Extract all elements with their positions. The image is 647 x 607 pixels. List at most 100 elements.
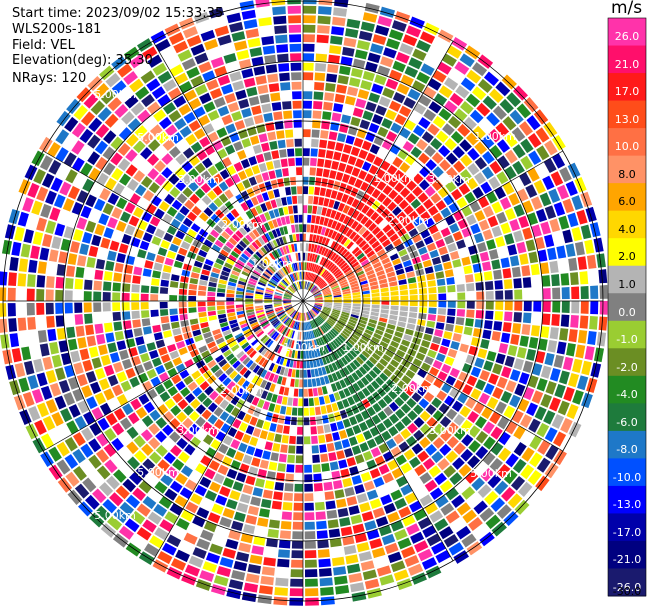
radar-gate [146,251,156,262]
radar-gate [212,140,224,151]
radar-gate [204,258,214,267]
radar-gate [462,363,473,374]
radar-gate [420,339,431,349]
radar-gate [453,442,466,455]
radar-gate [224,262,233,270]
radar-gate [198,285,207,291]
radar-gate [222,477,235,488]
radar-gate [475,446,489,460]
radar-gate [216,301,225,306]
radar-gate [243,77,256,88]
radar-gate [381,336,391,344]
radar-gate [340,56,353,66]
colorbar-segment [608,128,646,157]
radar-gate [217,341,227,349]
radar-gate [28,259,38,273]
radar-gate [274,273,281,281]
radar-gate [243,582,259,593]
radar-gate [334,256,342,264]
radar-gate [247,405,256,415]
radar-gate [36,186,49,202]
radar-gate [258,17,272,27]
radar-gate [313,225,319,234]
radar-gate [39,343,50,357]
radar-gate [45,190,57,205]
radar-gate [361,287,370,292]
radar-gate [65,471,80,487]
radar-gate [420,379,432,390]
radar-gate [116,252,126,263]
radar-gate [263,112,274,122]
radar-gate [231,326,240,333]
radar-gate [17,211,29,227]
radar-gate [210,272,220,279]
radar-gate [311,378,317,387]
radar-gate [179,81,193,94]
radar-gate [161,153,174,165]
radar-gate [452,174,465,187]
radar-gate [265,289,274,293]
radar-gate [293,110,302,119]
radar-gate [359,338,368,346]
radar-gate [340,236,348,245]
radar-gate [129,376,140,388]
radar-gate [284,317,291,325]
radar-gate [337,234,345,243]
radar-gate [95,505,111,521]
radar-gate [91,357,102,369]
radar-gate [565,243,576,258]
radar-gate [336,274,345,281]
radar-gate [342,144,353,154]
radar-gate [386,363,396,373]
radar-gate [331,160,340,170]
radar-gate [598,316,608,331]
radar-gate [151,236,162,246]
radar-gate [303,100,313,109]
radar-gate [276,309,284,315]
radar-gate [415,325,425,333]
radar-gate [300,350,303,359]
radar-gate [314,304,323,307]
radar-gate [345,427,355,437]
radar-gate [276,248,283,257]
radar-gate [245,292,254,296]
radar-gate [464,470,479,484]
radar-gate [568,329,578,343]
radar-gate [342,226,350,235]
radar-gate [228,529,241,541]
radar-gate [260,334,268,342]
radar-gate [164,124,178,137]
radar-gate [243,19,258,30]
radar-gate [351,475,362,485]
radar-gate [336,420,345,430]
radar-gate [316,278,323,285]
radar-gate [440,429,452,442]
radar-gate [160,353,171,364]
radar-gate [202,561,218,573]
radar-gate [468,244,478,255]
radar-gate [369,426,380,437]
radar-gate [94,392,107,405]
radar-gate [466,375,478,387]
radar-gate [184,479,198,491]
radar-gate [400,74,414,87]
radar-gate [494,480,509,495]
radar-gate [127,118,142,132]
radar-gate [245,359,254,369]
radar-gate [258,262,266,270]
radar-gate [371,240,381,249]
radar-gate [327,179,335,189]
radar-gate [279,405,287,415]
radar-gate [137,109,151,123]
radar-gate [320,586,334,596]
radar-gate [478,392,490,405]
radar-gate [342,215,351,225]
radar-gate [522,360,534,373]
radar-gate [542,175,555,190]
radar-gate [304,312,307,321]
radar-gate [246,286,255,291]
radar-gate [36,275,46,288]
radar-gate [0,334,10,349]
radar-gate [360,21,375,32]
radar-gate [261,35,275,46]
